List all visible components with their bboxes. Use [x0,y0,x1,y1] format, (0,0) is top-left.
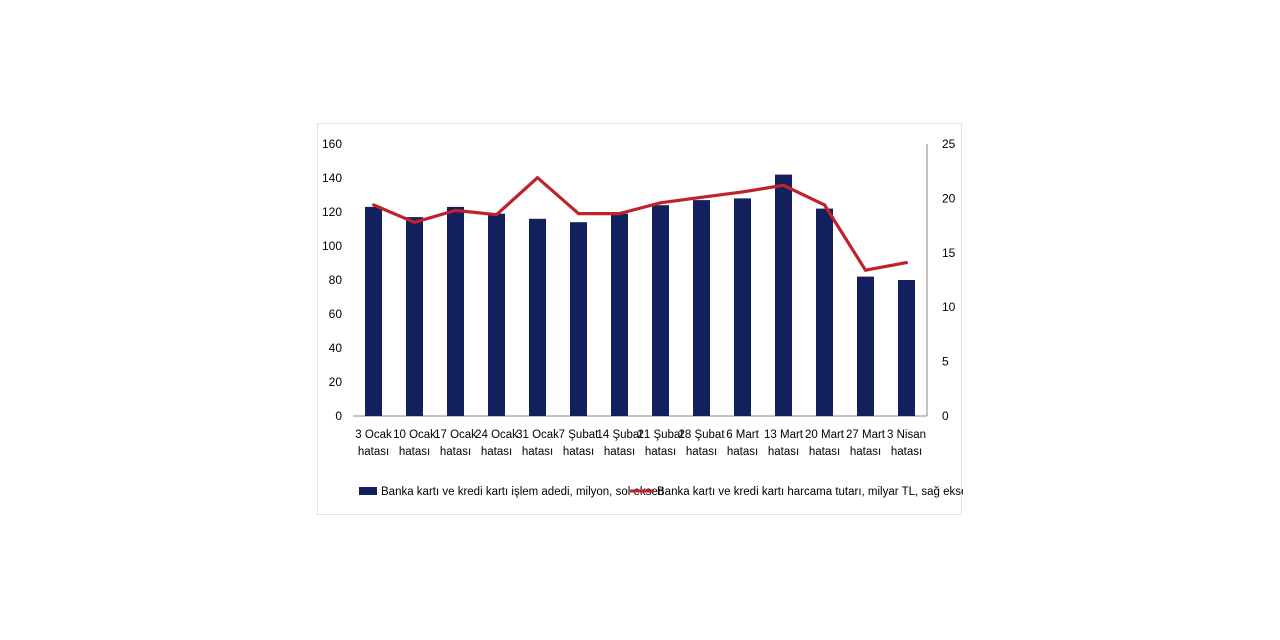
left-axis-tick-label: 140 [322,171,342,185]
line-point [741,190,744,194]
line-point [864,268,867,272]
line-point [823,203,826,207]
line-point [659,201,662,205]
bar [570,222,587,416]
left-axis-tick-label: 160 [322,137,342,151]
x-tick-label: hatası [399,446,430,458]
x-tick-label: hatası [522,446,553,458]
x-tick-label: 3 Nisan [887,429,926,441]
left-axis-tick-label: 120 [322,205,342,219]
line-point [454,208,457,212]
line-path [372,176,907,272]
x-tick-label: 21 Şubat [637,429,684,441]
right-axis-tick-label: 15 [942,246,956,260]
left-axis-tick-label: 80 [329,273,343,287]
bar [857,276,874,416]
x-tick-label: 27 Mart [846,429,886,441]
x-tick-label: hatası [358,446,389,458]
right-axis-tick-label: 5 [942,355,949,369]
line-point [536,176,539,180]
x-tick-label: hatası [440,446,471,458]
x-tick-label: hatası [645,446,676,458]
bar [693,200,710,416]
bar-series [353,174,927,417]
x-axis-labels: 3 Ocak hatası 10 Ocak hatası 17 Ocak hatası 24… [355,429,926,458]
x-tick-label: 28 Şubat [678,429,725,441]
line-series [372,176,908,272]
right-axis-tick-label: 25 [942,137,956,151]
line-point [413,220,416,224]
x-tick-label: 20 Mart [805,429,845,441]
line-point [618,212,621,216]
chart-svg: 0 20 40 60 80 100 120 140 160 0 5 10 15 20 25 3 Ocak h… [322,137,963,498]
right-axis-tick-label: 0 [942,409,949,423]
x-tick-label: hatası [850,446,881,458]
left-axis-tick-label: 100 [322,239,342,253]
chart-frame: 0 20 40 60 80 100 120 140 160 0 5 10 15 20 25 3 Ocak h… [317,123,963,515]
x-tick-label: hatası [686,446,717,458]
legend: Banka kartı ve kredi kartı işlem adedi, … [359,486,963,498]
x-tick-label: hatası [768,446,799,458]
left-axis-tick-label: 20 [329,375,343,389]
x-tick-label: 31 Ocak [516,429,559,441]
x-tick-label: hatası [604,446,635,458]
legend-bar-label: Banka kartı ve kredi kartı işlem adedi, … [381,486,664,498]
x-tick-label: 14 Şubat [596,429,643,441]
line-point [905,261,908,265]
bar [406,217,423,416]
bar [734,198,751,416]
left-axis-tick-label: 60 [329,307,343,321]
legend-line-label: Banka kartı ve kredi kartı harcama tutar… [657,486,963,498]
left-axis: 0 20 40 60 80 100 120 140 160 [322,137,342,423]
bar [365,206,382,416]
line-point [495,213,498,217]
bar [488,213,505,416]
x-tick-label: hatası [727,446,758,458]
line-point [577,212,580,216]
x-tick-label: 3 Ocak [355,429,392,441]
line-point [372,203,375,207]
line-point [782,183,785,187]
legend-bar-swatch [359,487,377,495]
bar [816,208,833,416]
bar [898,280,915,416]
x-tick-label: 24 Ocak [475,429,518,441]
bar [447,206,464,416]
x-tick-label: 7 Şubat [559,429,599,441]
bar [775,174,792,416]
x-tick-label: hatası [481,446,512,458]
right-axis-tick-label: 20 [942,191,956,205]
line-point [700,195,703,199]
left-axis-tick-label: 0 [335,409,342,423]
left-axis-tick-label: 40 [329,341,343,355]
x-tick-label: 10 Ocak [393,429,436,441]
x-tick-label: 17 Ocak [434,429,477,441]
x-tick-label: hatası [809,446,840,458]
x-tick-label: hatası [563,446,594,458]
x-tick-label: 6 Mart [726,429,759,441]
x-tick-label: hatası [891,446,922,458]
right-axis: 0 5 10 15 20 25 [926,137,956,423]
right-axis-tick-label: 10 [942,300,956,314]
bar [652,205,669,416]
bar [529,218,546,416]
x-tick-label: 13 Mart [764,429,804,441]
bar [611,213,628,416]
